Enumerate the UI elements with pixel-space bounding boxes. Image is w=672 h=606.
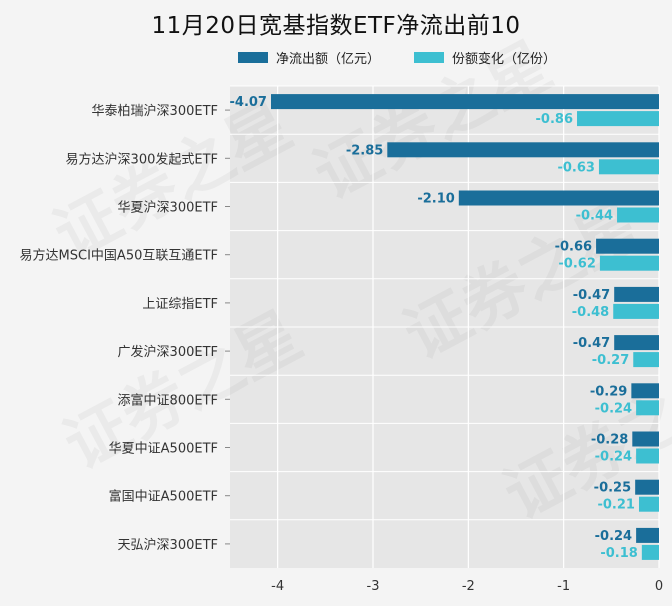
category-label: 华夏中证A500ETF	[109, 442, 218, 457]
data-label-share-change: -0.86	[536, 112, 573, 127]
legend-label-share-change: 份额变化（亿份）	[452, 52, 557, 67]
bar-outflow	[631, 383, 659, 399]
bar-share-change	[641, 544, 659, 560]
data-label-outflow: -0.47	[573, 288, 610, 303]
x-tick-label: -4	[271, 579, 284, 594]
data-label-outflow: -0.47	[573, 336, 610, 351]
bar-share-change	[613, 303, 659, 319]
data-label-share-change: -0.24	[595, 450, 632, 465]
x-tick-label: 0	[655, 579, 663, 594]
bar-outflow	[270, 94, 659, 110]
bar-outflow	[458, 190, 659, 206]
category-label: 天弘沪深300ETF	[118, 537, 218, 553]
x-tick-label: -3	[367, 579, 380, 594]
data-label-share-change: -0.21	[597, 498, 634, 513]
bar-outflow	[614, 286, 659, 302]
data-label-share-change: -0.62	[558, 257, 595, 272]
legend-swatch-outflow	[238, 52, 268, 63]
bar-outflow	[387, 142, 659, 158]
category-label: 华泰柏瑞沪深300ETF	[92, 103, 218, 119]
bar-share-change	[638, 496, 659, 512]
bar-outflow	[635, 479, 659, 495]
data-label-share-change: -0.18	[600, 546, 637, 561]
data-label-outflow: -0.66	[555, 240, 592, 255]
data-label-outflow: -0.28	[591, 433, 628, 448]
bar-share-change	[636, 400, 659, 416]
bar-outflow	[632, 431, 659, 447]
category-label: 华夏沪深300ETF	[118, 200, 218, 216]
bar-outflow	[614, 335, 659, 351]
data-label-share-change: -0.44	[576, 209, 613, 224]
legend-label-outflow: 净流出额（亿元）	[276, 52, 381, 67]
category-label: 上证综指ETF	[142, 297, 218, 312]
category-label: 易方达MSCI中国A50互联互通ETF	[20, 248, 218, 264]
data-label-share-change: -0.63	[557, 160, 594, 175]
bar-outflow	[636, 527, 659, 543]
x-tick-label: -2	[462, 579, 475, 594]
data-label-outflow: -2.85	[346, 143, 383, 158]
data-label-outflow: -4.07	[230, 95, 267, 110]
category-label: 易方达沪深300发起式ETF	[66, 151, 218, 167]
bar-share-change	[636, 448, 659, 464]
data-label-outflow: -0.24	[595, 529, 632, 544]
legend-swatch-share-change	[414, 52, 444, 63]
data-label-share-change: -0.24	[595, 401, 632, 416]
data-label-share-change: -0.27	[592, 353, 629, 368]
bar-share-change	[633, 352, 659, 368]
bar-share-change	[599, 255, 659, 271]
category-label: 广发沪深300ETF	[118, 344, 218, 360]
category-label: 富国中证A500ETF	[109, 489, 218, 505]
data-label-share-change: -0.48	[572, 305, 609, 320]
chart-title: 11月20日宽基指数ETF净流出前10	[151, 13, 521, 39]
legend-item-share-change: 份额变化（亿份）	[414, 48, 556, 67]
bar-share-change	[617, 207, 659, 223]
data-label-outflow: -2.10	[417, 192, 454, 207]
bar-share-change	[598, 159, 659, 175]
legend-item-outflow: 净流出额（亿元）	[238, 48, 380, 67]
x-tick-label: -1	[557, 579, 570, 594]
bar-outflow	[596, 238, 659, 254]
bar-share-change	[577, 111, 659, 127]
data-label-outflow: -0.25	[594, 481, 631, 496]
category-label: 添富中证800ETF	[118, 392, 218, 408]
data-label-outflow: -0.29	[590, 384, 627, 399]
